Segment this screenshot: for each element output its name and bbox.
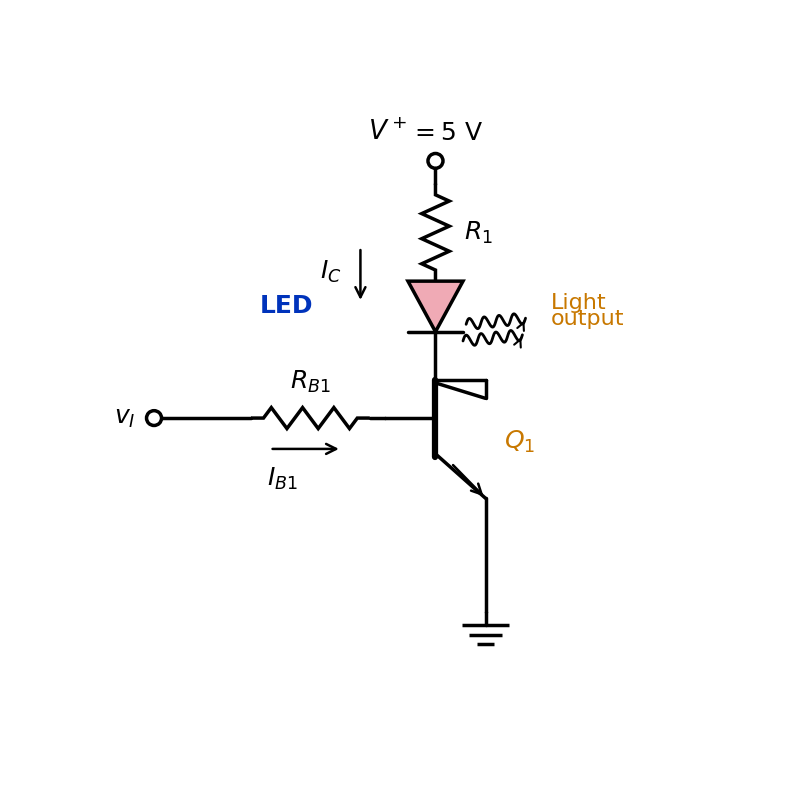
Text: output: output [551,309,625,329]
Text: $Q_1$: $Q_1$ [504,429,536,455]
Text: $R_1$: $R_1$ [463,219,492,246]
Text: $R_{B1}$: $R_{B1}$ [290,369,331,395]
Polygon shape [408,281,463,332]
Text: $= 5\ \mathrm{V}$: $= 5\ \mathrm{V}$ [411,123,484,146]
Text: $I_{B1}$: $I_{B1}$ [267,466,298,493]
Text: LED: LED [260,294,314,318]
Text: $I_C$: $I_C$ [320,259,341,285]
Text: $v_I$: $v_I$ [114,407,136,429]
Text: Light: Light [551,292,607,312]
Text: $V^+$: $V^+$ [368,119,408,146]
